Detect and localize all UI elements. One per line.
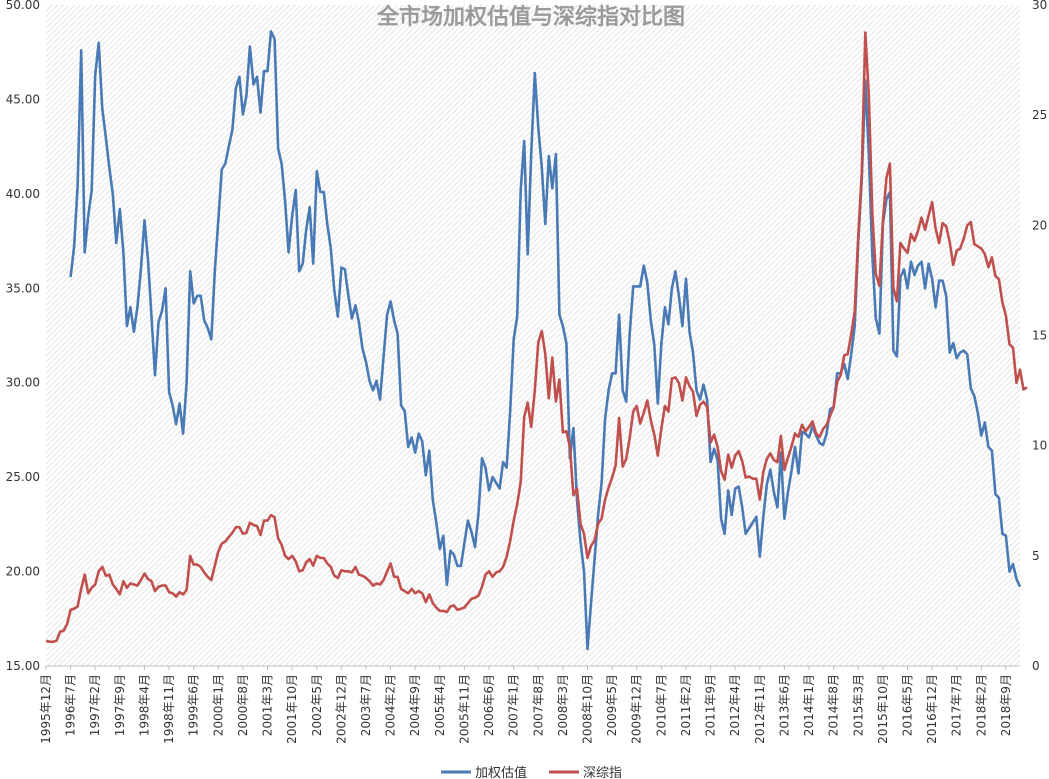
y-right-tick-label: 10: [1032, 439, 1047, 453]
x-tick-label: 2011年9月: [704, 674, 718, 736]
x-tick-label: 2006年6月: [482, 674, 496, 736]
x-tick-label: 2008年3月: [556, 674, 570, 736]
y-right-tick-label: 15: [1032, 329, 1047, 343]
chart-title: 全市场加权估值与深综指对比图: [376, 4, 685, 30]
x-tick-label: 1997年9月: [113, 674, 127, 736]
x-tick-label: 1997年2月: [88, 674, 102, 736]
y-right-tick-label: 30: [1032, 0, 1047, 12]
x-tick-label: 2007年8月: [531, 674, 545, 736]
x-tick-label: 2016年5月: [900, 674, 914, 736]
y-right-tick-label: 25: [1032, 108, 1047, 122]
y-left-tick-label: 20.00: [6, 565, 40, 579]
y-right-tick-label: 20: [1032, 218, 1047, 232]
x-tick-label: 2001年3月: [261, 674, 275, 736]
x-tick-label: 2005年4月: [433, 674, 447, 736]
legend-label-weighted-valuation: 加权估值: [475, 765, 527, 779]
series-line-shenzhen-composite: [45, 31, 1028, 644]
axes: 15.00 20.00 25.00 30.00 35.00 40.00 45.00 50.00…: [6, 0, 1048, 744]
x-tick-label: 2011年2月: [679, 674, 693, 736]
y-left-tick-label: 45.00: [6, 92, 40, 106]
legend: 加权估值 深综指: [441, 765, 622, 779]
x-tick-label: 2007年1月: [507, 674, 521, 736]
x-tick-label: 2002年12月: [334, 674, 348, 744]
x-tick-label: 2015年3月: [851, 674, 865, 736]
x-tick-label: 2012年11月: [753, 674, 767, 744]
y-left-tick-label: 30.00: [6, 376, 40, 390]
y-left-tick-label: 15.00: [6, 659, 40, 673]
x-tick-label: 2015年10月: [876, 674, 890, 744]
y-right-tick-label: 0: [1032, 659, 1040, 673]
legend-label-shenzhen-composite: 深综指: [583, 766, 622, 779]
y-left-tick-label: 40.00: [6, 187, 40, 201]
x-tick-label: 2014年1月: [802, 674, 816, 736]
x-tick-label: 2013年6月: [777, 674, 791, 736]
x-tick-label: 2017年7月: [950, 674, 964, 736]
series-lines: [45, 30, 1028, 651]
x-tick-label: 2000年8月: [236, 674, 250, 736]
x-tick-label: 2003年7月: [359, 674, 373, 736]
x-tick-label: 2009年12月: [630, 674, 644, 744]
x-tick-label: 2008年10月: [581, 674, 595, 744]
x-tick-label: 2010年7月: [654, 674, 668, 736]
x-tick-label: 2000年1月: [211, 674, 225, 736]
x-tick-label: 1995年12月: [39, 674, 53, 744]
x-tick-label: 2004年9月: [408, 674, 422, 736]
y-left-tick-label: 35.00: [6, 281, 40, 295]
x-tick-label: 2009年5月: [605, 674, 619, 736]
x-tick-label: 2018年2月: [974, 674, 988, 736]
x-tick-label: 2016年12月: [925, 674, 939, 744]
x-tick-label: 2002年5月: [310, 674, 324, 736]
x-tick-label: 1998年4月: [137, 674, 151, 736]
y-right-tick-label: 5: [1032, 549, 1040, 563]
y-left-tick-label: 25.00: [6, 470, 40, 484]
x-tick-label: 2004年2月: [384, 674, 398, 736]
x-tick-label: 1999年6月: [187, 674, 201, 736]
x-tick-label: 2005年11月: [457, 674, 471, 744]
x-tick-label: 1996年7月: [64, 674, 78, 736]
x-tick-label: 2001年10月: [285, 674, 299, 744]
y-left-tick-label: 50.00: [6, 0, 40, 12]
x-tick-label: 2014年8月: [827, 674, 841, 736]
x-tick-label: 2018年9月: [999, 674, 1013, 736]
x-tick-label: 1998年11月: [162, 674, 176, 744]
x-tick-label: 2012年4月: [728, 674, 742, 736]
